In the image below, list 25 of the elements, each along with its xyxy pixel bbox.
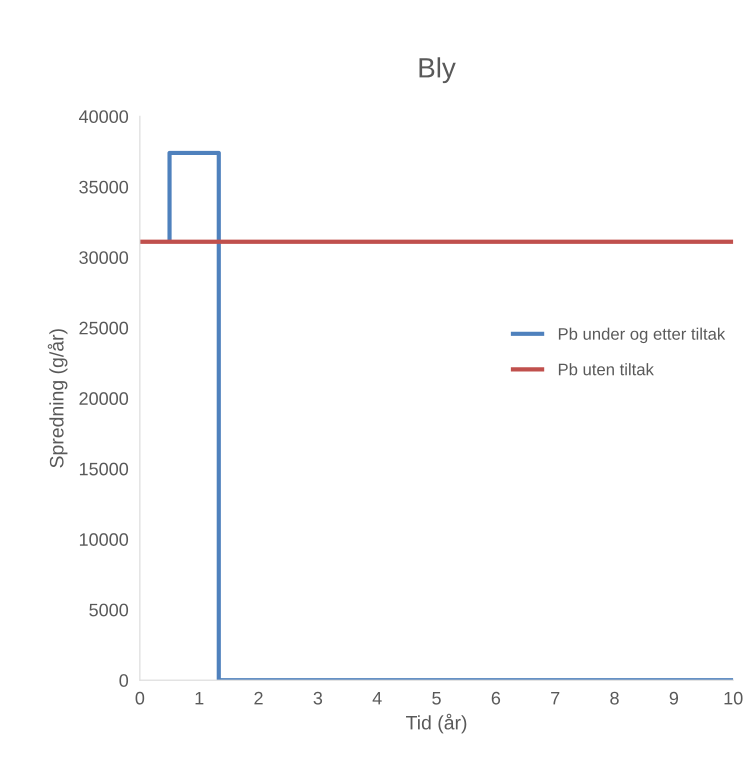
y-tick-label: 35000 (79, 180, 128, 194)
x-axis-title: Tid (år) (406, 714, 466, 734)
y-tick-label: 40000 (78, 110, 128, 123)
y-tick-label: 10000 (80, 533, 128, 546)
x-tick-label: 10 (724, 692, 743, 705)
x-tick-label: 4 (372, 692, 382, 704)
x-tick-label: 7 (551, 692, 560, 704)
y-tick-label: 0 (119, 674, 128, 687)
x-tick-label: 6 (492, 692, 500, 705)
x-tick-label: 1 (196, 692, 204, 704)
y-axis-title: Spredning (g/år) (48, 329, 68, 468)
x-tick-label: 3 (314, 692, 322, 705)
y-tick-label: 15000 (80, 462, 128, 476)
y-tick-label: 20000 (79, 392, 128, 405)
legend-label: Pb under og etter tiltak (558, 328, 726, 344)
x-tick-label: 8 (610, 692, 619, 705)
x-tick-label: 9 (670, 692, 678, 705)
chart-title: Bly (420, 57, 456, 84)
x-tick-label: 0 (136, 692, 144, 705)
x-tick-label: 2 (254, 692, 263, 704)
y-tick-label: 5000 (89, 604, 128, 616)
legend-label: Pb uten tiltak (558, 363, 654, 376)
y-tick-label: 30000 (79, 251, 128, 264)
y-tick-label: 25000 (79, 322, 128, 334)
x-tick-label: 5 (432, 692, 441, 705)
